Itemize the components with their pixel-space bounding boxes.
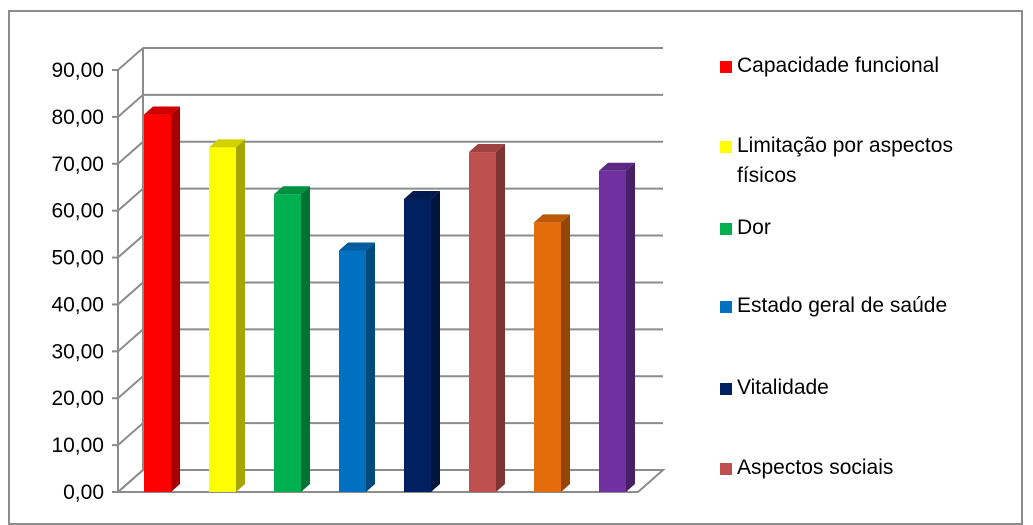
legend-item: Estado geral de saúde xyxy=(720,294,947,317)
bar xyxy=(404,190,440,492)
legend-swatch xyxy=(720,141,732,153)
legend-swatch xyxy=(720,463,732,475)
gridline-depth xyxy=(117,328,144,353)
legend-item: Aspectos sociais xyxy=(720,456,893,479)
y-tick-label: 60,00 xyxy=(51,200,104,223)
legend-swatch xyxy=(720,61,732,73)
gridline-depth xyxy=(117,141,144,165)
legend-swatch xyxy=(720,383,732,395)
bar-front xyxy=(469,152,496,493)
legend-item: Dor xyxy=(720,216,771,239)
legend-label: Dor xyxy=(737,216,771,239)
legend-label: Limitação por aspectos físicos xyxy=(737,134,953,187)
chart-gridlines xyxy=(115,47,666,493)
bar-front xyxy=(404,198,431,492)
chart-legend: Capacidade funcional Limitação por aspect… xyxy=(720,54,953,479)
bar-side xyxy=(626,162,635,493)
bar-front xyxy=(534,222,561,492)
gridline-depth xyxy=(117,47,144,71)
chart-floor xyxy=(115,469,666,493)
gridline-depth xyxy=(117,234,144,259)
bar-top xyxy=(534,214,570,223)
bar-front xyxy=(274,194,301,492)
y-tick-label: 10,00 xyxy=(51,434,104,457)
bar xyxy=(469,144,505,493)
gridline-depth xyxy=(117,281,144,306)
y-tick-label: 30,00 xyxy=(51,340,104,363)
bar-top xyxy=(469,144,505,153)
bar-front xyxy=(209,147,236,492)
y-tick-label: 50,00 xyxy=(51,247,104,270)
legend-label: Estado geral de saúde xyxy=(737,294,947,317)
y-axis: 0,00 10,00 20,00 30,00 40,00 50,00 60,00 70,00 8… xyxy=(51,59,119,504)
bar-side xyxy=(431,190,440,492)
legend-swatch xyxy=(720,223,732,235)
y-tick-label: 70,00 xyxy=(51,153,104,176)
chart-bars xyxy=(144,106,635,493)
legend-swatch xyxy=(720,301,732,313)
legend-label: Capacidade funcional xyxy=(737,54,939,77)
bar xyxy=(209,139,245,492)
y-tick-label: 0,00 xyxy=(63,481,104,504)
legend-label: Aspectos sociais xyxy=(737,456,893,479)
gridline-depth xyxy=(117,187,144,212)
bar-top xyxy=(404,190,440,199)
bar-top xyxy=(144,106,180,115)
bar-top xyxy=(209,139,245,148)
bar-side xyxy=(301,186,310,492)
bar-side xyxy=(561,214,570,492)
bar-front xyxy=(144,114,171,493)
bar xyxy=(274,186,310,492)
bar-top xyxy=(274,186,310,195)
gridline-depth xyxy=(117,94,144,118)
bar-side xyxy=(366,242,375,492)
bar xyxy=(339,242,375,492)
bar-front xyxy=(339,250,366,492)
gridline-depth xyxy=(117,469,144,493)
legend-label: Vitalidade xyxy=(737,376,829,399)
bar-front xyxy=(599,170,626,493)
legend-item: Capacidade funcional xyxy=(720,54,939,77)
gridline-depth xyxy=(117,375,144,399)
gridline-depth xyxy=(117,422,144,446)
legend-item: Vitalidade xyxy=(720,376,829,399)
bar xyxy=(534,214,570,492)
bar-top xyxy=(339,242,375,251)
legend-item: Limitação por aspectos físicos xyxy=(720,134,953,187)
bar-top xyxy=(599,162,635,171)
y-tick-label: 40,00 xyxy=(51,293,104,316)
bar-side xyxy=(496,144,505,493)
y-tick-label: 80,00 xyxy=(51,106,104,129)
bar-side xyxy=(171,106,180,493)
bar xyxy=(599,162,635,493)
bar-side xyxy=(236,139,245,492)
y-tick-label: 90,00 xyxy=(51,59,104,82)
y-tick-label: 20,00 xyxy=(51,387,104,410)
bar xyxy=(144,106,180,493)
